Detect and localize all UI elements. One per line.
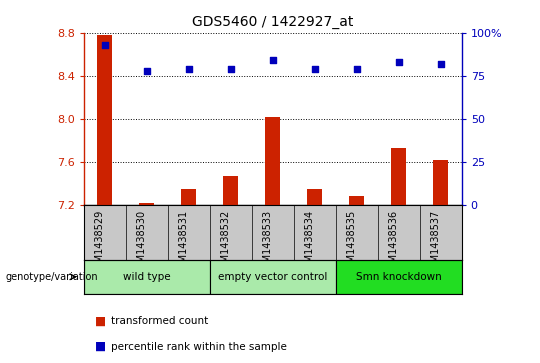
Text: wild type: wild type (123, 272, 171, 282)
Bar (336, 260, 462, 294)
Bar (97, 35, 112, 205)
Point (143, 68, 151, 73)
Text: GSM1438536: GSM1438536 (389, 209, 399, 274)
Text: ■: ■ (94, 315, 106, 328)
Point (310, 66, 319, 72)
Text: empty vector control: empty vector control (218, 272, 327, 282)
Bar (392, 148, 406, 205)
Title: GDS5460 / 1422927_at: GDS5460 / 1422927_at (192, 15, 353, 29)
Text: transformed count: transformed count (111, 316, 208, 326)
Bar (434, 160, 448, 205)
Point (184, 66, 193, 72)
Point (100, 42, 109, 48)
Text: GSM1438537: GSM1438537 (431, 209, 441, 275)
Text: percentile rank within the sample: percentile rank within the sample (111, 342, 287, 352)
Point (394, 59, 403, 65)
Bar (210, 260, 336, 294)
Bar (224, 176, 238, 205)
Bar (349, 196, 364, 205)
Text: Smn knockdown: Smn knockdown (356, 272, 442, 282)
Text: GSM1438534: GSM1438534 (305, 209, 315, 274)
Bar (307, 189, 322, 205)
Bar (265, 117, 280, 205)
Point (226, 66, 235, 72)
Bar (181, 189, 196, 205)
Text: GSM1438529: GSM1438529 (94, 209, 105, 275)
Text: GSM1438531: GSM1438531 (179, 209, 188, 274)
Point (268, 57, 277, 63)
Point (436, 61, 445, 66)
Text: GSM1438530: GSM1438530 (137, 209, 147, 274)
Text: ■: ■ (94, 340, 106, 353)
Text: genotype/variation: genotype/variation (5, 272, 98, 282)
Text: GSM1438535: GSM1438535 (347, 209, 357, 275)
Bar (84, 260, 210, 294)
Bar (139, 203, 154, 205)
Text: GSM1438533: GSM1438533 (262, 209, 273, 274)
Text: GSM1438532: GSM1438532 (221, 209, 231, 275)
Point (353, 66, 361, 72)
